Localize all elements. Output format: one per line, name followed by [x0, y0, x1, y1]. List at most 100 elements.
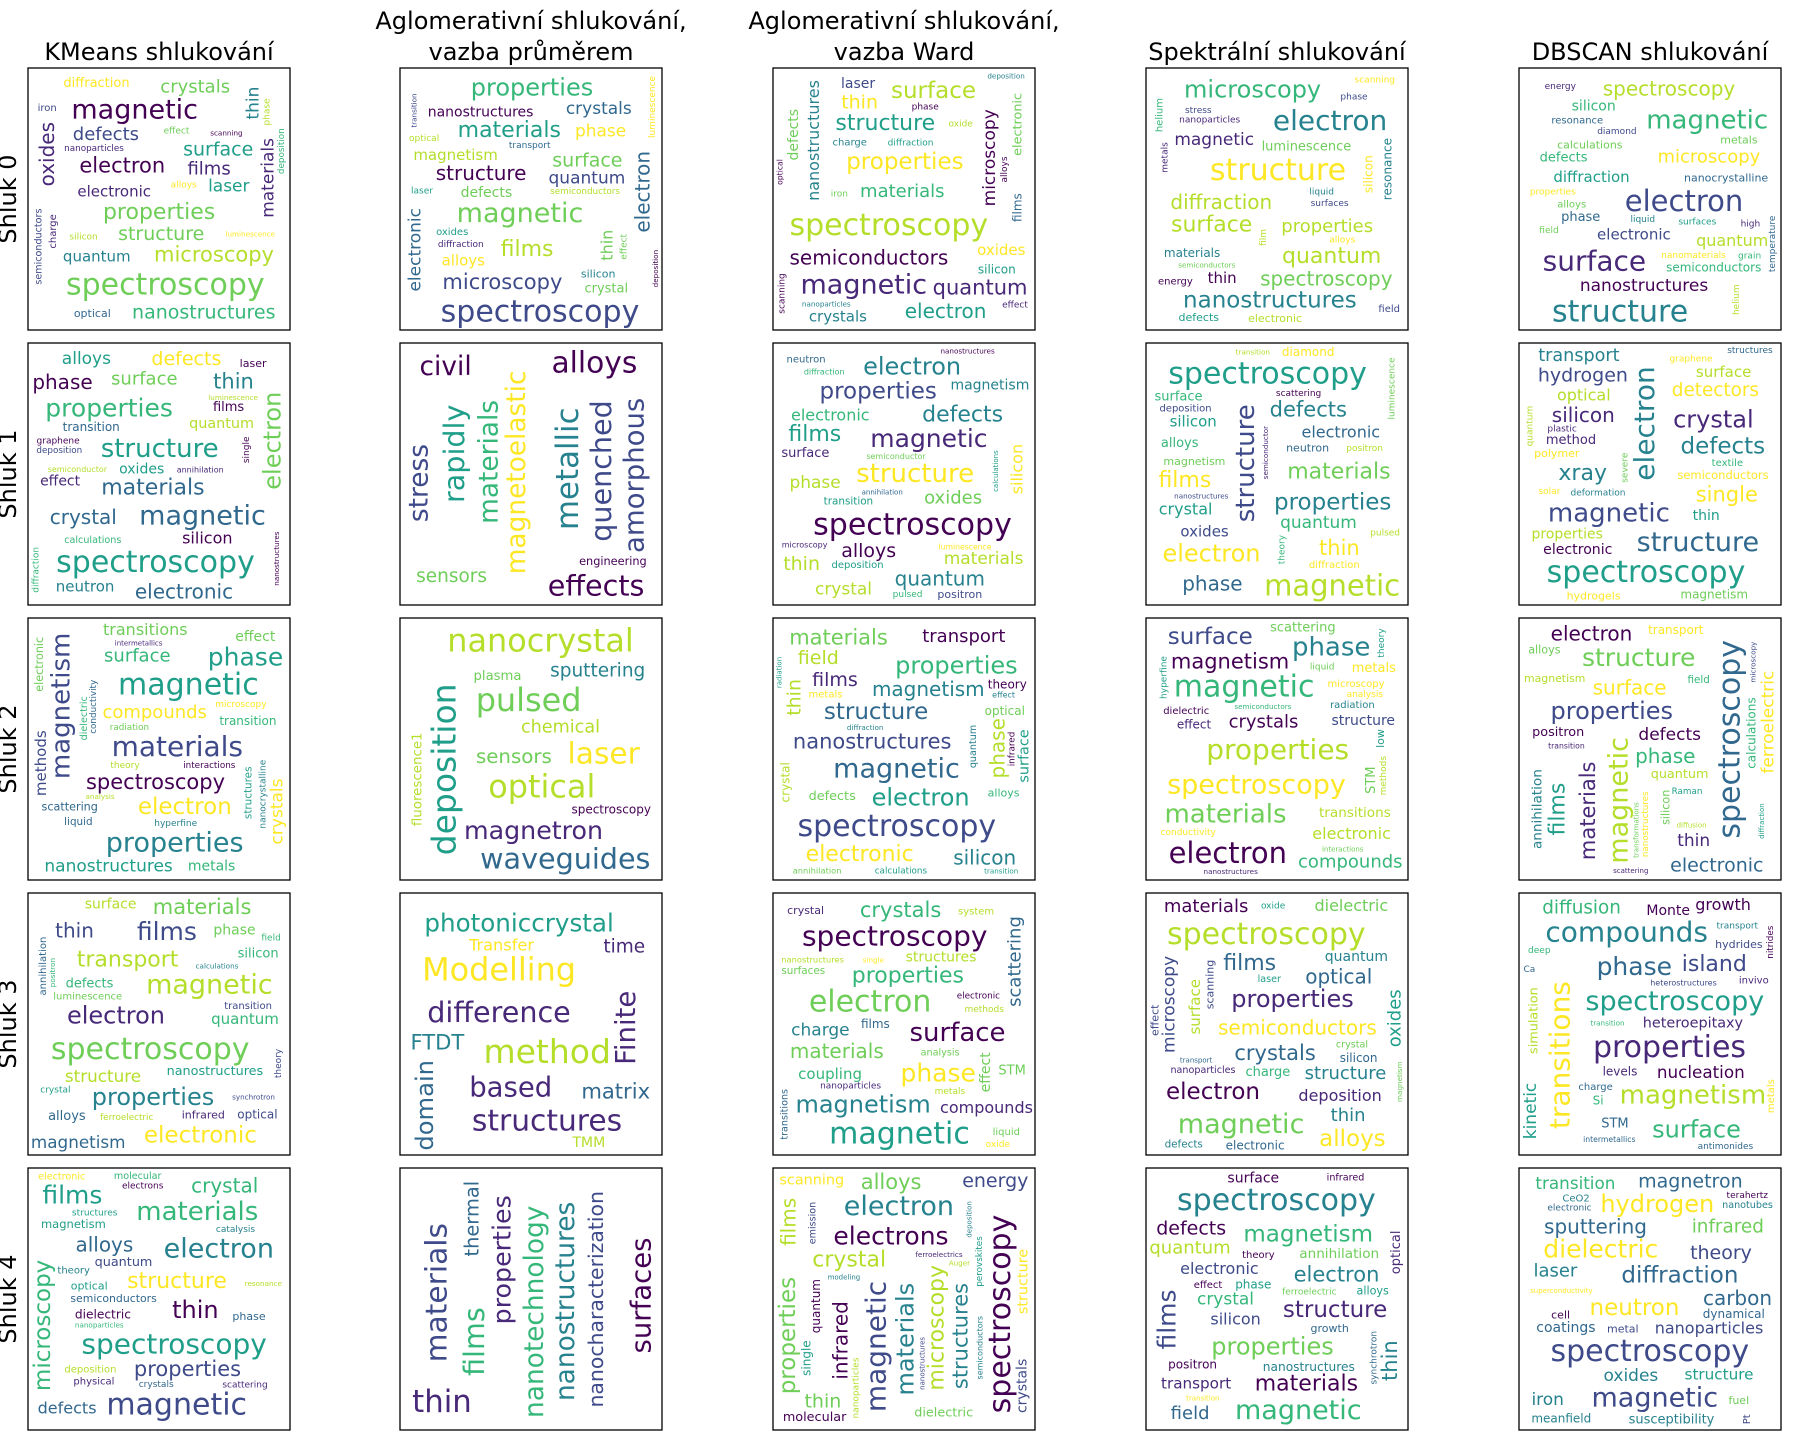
- word-laser: laser: [568, 737, 641, 772]
- word-crystal: crystal: [787, 904, 824, 917]
- word-stress: stress: [404, 444, 435, 522]
- word-calculations: calculations: [992, 450, 1000, 492]
- word-silicon: silicon: [1008, 444, 1027, 494]
- word-scattering: scattering: [1613, 867, 1648, 875]
- word-effect: effect: [1177, 717, 1212, 731]
- word-nanocrystalline: nanocrystalline: [1684, 172, 1768, 185]
- word-microscopy: microscopy: [1327, 679, 1384, 690]
- word-scattering: scattering: [1270, 620, 1336, 635]
- word-thin: thin: [841, 91, 878, 113]
- word-nanostructures: nanostructures: [781, 955, 844, 965]
- word-transition: transition: [824, 495, 874, 507]
- word-time: time: [603, 937, 645, 958]
- word-properties: properties: [1551, 697, 1673, 725]
- word-optical: optical: [1389, 1231, 1404, 1275]
- word-structure: structure: [856, 459, 974, 489]
- word-crystal: crystal: [1197, 1289, 1254, 1309]
- word-materials: materials: [474, 400, 505, 524]
- word-electron: electron: [809, 985, 932, 1020]
- word-radiation: radiation: [110, 723, 149, 733]
- word-nanotubes: nanotubes: [1722, 1200, 1773, 1211]
- word-metals: metals: [1352, 661, 1396, 676]
- word-scattering: scattering: [1276, 389, 1321, 399]
- word-theory: theory: [1377, 628, 1387, 658]
- word-resonance: resonance: [1380, 138, 1394, 200]
- word-effect: effect: [164, 126, 190, 136]
- word-microscopy: microscopy: [782, 541, 828, 550]
- word-dielectric: dielectric: [75, 1307, 131, 1321]
- word-structures: structures: [72, 1209, 118, 1219]
- word-liquid: liquid: [993, 1127, 1020, 1138]
- word-surface: surface: [1168, 624, 1253, 650]
- word-ferroelectric: ferroelectric: [1282, 1288, 1337, 1298]
- word-defects: defects: [1680, 433, 1765, 459]
- word-spectroscopy: spectroscopy: [81, 1328, 266, 1361]
- word-spectroscopy: spectroscopy: [1167, 769, 1346, 800]
- word-surface: surface: [111, 368, 178, 389]
- word-nanostructures: nanostructures: [1263, 1360, 1355, 1374]
- word-surface: surface: [552, 149, 622, 171]
- word-metals: metals: [188, 859, 236, 875]
- word-raman: Raman: [1672, 787, 1703, 797]
- word-electronic: electronic: [1226, 1138, 1285, 1152]
- word-emission: emission: [807, 1202, 818, 1245]
- column-title-1-line-1: vazba průměrem: [428, 38, 633, 66]
- word-electron: electron: [1628, 366, 1661, 480]
- word-thin: thin: [1331, 1105, 1366, 1126]
- word-sputtering: sputtering: [550, 661, 645, 682]
- word-alloys: alloys: [48, 1109, 86, 1124]
- word-positron: positron: [937, 588, 982, 601]
- word-dynamical: dynamical: [1703, 1307, 1765, 1321]
- word-optical: optical: [74, 307, 111, 320]
- word-electron: electron: [164, 1233, 274, 1264]
- word-dielectric: dielectric: [1543, 1235, 1658, 1264]
- word-stm: STM: [1601, 1117, 1628, 1132]
- word-semiconductors: semiconductors: [70, 1292, 157, 1305]
- word-properties: properties: [45, 393, 173, 422]
- word-civil: civil: [420, 351, 472, 382]
- word-properties: properties: [103, 200, 215, 225]
- word-phase: phase: [1182, 571, 1242, 595]
- word-films: films: [137, 917, 197, 946]
- word-crystals: crystals: [860, 898, 941, 922]
- word-fluorescence1: fluorescence1: [410, 732, 425, 826]
- word-infrared: infrared: [1008, 732, 1018, 767]
- word-magnetism: magnetism: [1243, 1221, 1373, 1247]
- word-phase: phase: [232, 1310, 265, 1323]
- word-materials: materials: [944, 549, 1024, 569]
- word-properties: properties: [1206, 733, 1349, 766]
- word-magnetic: magnetic: [1178, 1109, 1305, 1140]
- word-magnetron: magnetron: [464, 816, 603, 845]
- word-electronic: electronic: [1312, 824, 1391, 843]
- word-magnetism: magnetism: [795, 1090, 930, 1118]
- word-structure: structure: [1210, 153, 1346, 188]
- column-title-3-line-0: Spektrální shlukování: [1148, 38, 1407, 66]
- word-radiation: radiation: [1330, 700, 1375, 711]
- word-transition: transition: [1236, 347, 1270, 356]
- word-properties: properties: [1593, 1030, 1746, 1065]
- word-electronic: electronic: [33, 637, 46, 692]
- row-label-cluster-1: Shluk 1: [0, 429, 22, 518]
- word-electrons: electrons: [833, 1222, 948, 1251]
- word-crystal: crystal: [812, 1248, 886, 1273]
- word-diffraction: diffraction: [888, 139, 934, 149]
- wordcloud-panel-cluster-2-method-0: magnetic materials properties magnetism phas…: [27, 617, 291, 881]
- word-transitions: transitions: [103, 620, 188, 639]
- word-magnetism: magnetism: [1620, 1080, 1767, 1110]
- wordcloud-panel-cluster-1-method-0: spectroscopy magnetic structure properties e…: [27, 342, 291, 606]
- word-microscopy: microscopy: [1657, 146, 1760, 167]
- word-liquid: liquid: [1630, 215, 1655, 225]
- panel-frame: [772, 617, 1036, 881]
- word-metallic: metallic: [550, 407, 586, 530]
- word-interactions: interactions: [1322, 845, 1364, 853]
- word-oxides: oxides: [1180, 522, 1229, 540]
- word-silicon: silicon: [953, 846, 1016, 870]
- word-surface: surface: [1186, 979, 1204, 1034]
- word-transitions: transitions: [1319, 805, 1391, 821]
- word-effect: effect: [1002, 300, 1028, 310]
- word-magnetoelastic: magnetoelastic: [501, 371, 532, 575]
- word-magnetic: magnetic: [870, 424, 987, 453]
- word-si: Si: [1593, 1094, 1604, 1108]
- word-silicon: silicon: [978, 262, 1016, 276]
